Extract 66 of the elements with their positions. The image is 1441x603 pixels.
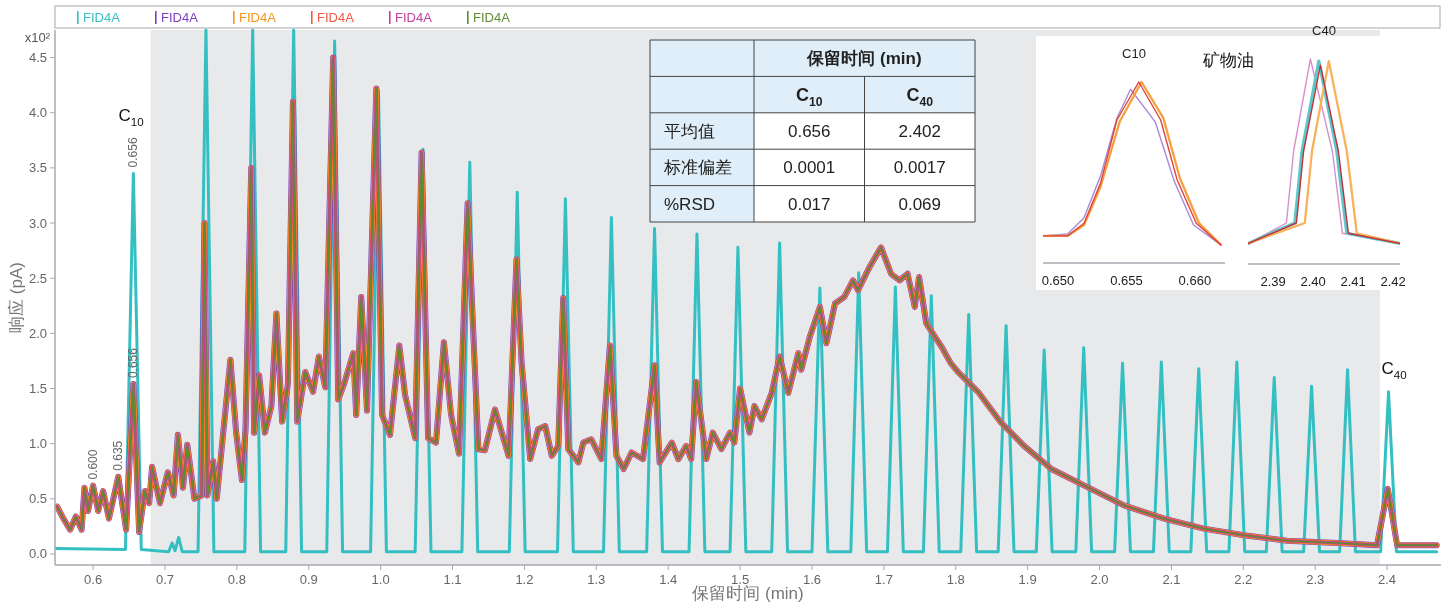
x-tick-label: 0.9 (299, 572, 318, 587)
x-tick-label: 0.6 (84, 572, 103, 587)
text: 0.069 (898, 194, 942, 214)
x-tick-label: 0.655 (1110, 273, 1143, 288)
x-tick-label: 1.9 (1018, 572, 1037, 587)
chart-title: C10 (1122, 46, 1146, 61)
legend-label: FID4A (83, 10, 121, 25)
x-tick-label: 1.7 (874, 572, 893, 587)
annotation: 0.600 (86, 449, 101, 480)
x-tick-label: 1.3 (587, 572, 606, 587)
y-tick-label: 4.0 (28, 105, 47, 121)
y-tick-label: 2.0 (28, 325, 47, 341)
chart-title: C40 (1312, 23, 1336, 38)
y-tick-label: 3.5 (28, 160, 47, 176)
annotation: C$_{40}$ (1381, 359, 1407, 382)
legend-label: FID4A (473, 10, 511, 25)
x-tick-label: 1.4 (659, 572, 678, 587)
annotation: C$_{10}$ (118, 106, 144, 129)
category-label: 平均值 (664, 122, 715, 141)
x-tick-label: 2.41 (1340, 274, 1366, 289)
annotation: 矿物油 (1201, 51, 1254, 70)
x-tick-label: 2.42 (1380, 274, 1406, 289)
x-tick-label: 2.40 (1300, 274, 1326, 289)
x-tick-label: 2.2 (1234, 572, 1253, 587)
legend-label: FID4A (317, 10, 355, 25)
y-tick-label: 1.0 (28, 436, 47, 452)
annotation: 0.656 (126, 137, 141, 168)
x-tick-label: 0.8 (227, 572, 246, 587)
category-label: C$_{40}$ (906, 84, 934, 109)
x-tick-label: 1.8 (946, 572, 965, 587)
y-tick-label: 4.5 (28, 50, 47, 66)
x-tick-label: 2.4 (1378, 572, 1397, 587)
legend-label: FID4A (395, 10, 433, 25)
x-tick-label: 1.0 (371, 572, 390, 587)
legend-label: FID4A (239, 10, 277, 25)
y-tick-label: 3.0 (28, 215, 47, 231)
annotation: 0.656 (126, 347, 141, 379)
x-tick-label: 2.0 (1090, 572, 1109, 587)
x-tick-label: 1.5 (731, 572, 750, 587)
y-axis-title: 响应 (pA) (7, 262, 26, 333)
text: 0.017 (787, 194, 831, 214)
x-tick-label: 2.1 (1162, 572, 1181, 587)
x-tick-label: 0.650 (1041, 273, 1075, 288)
x-tick-label: 0.7 (155, 572, 175, 587)
category-label: 标准偏差 (664, 158, 732, 178)
y-tick-label: 2.5 (28, 270, 47, 286)
y-tick-label: 0.5 (28, 491, 47, 507)
text: 保留时间 (min) (806, 49, 922, 69)
x-tick-label: 1.6 (802, 572, 822, 587)
legend-label: FID4A (161, 10, 199, 25)
x-tick-label: 1.2 (515, 572, 534, 587)
category-label: %RSD (664, 194, 716, 214)
text: 2.402 (898, 122, 942, 141)
text: 0.0017 (893, 158, 946, 178)
x-tick-label: 1.1 (443, 572, 462, 587)
category-label: C$_{10}$ (795, 84, 823, 109)
annotation: 0.635 (111, 440, 126, 471)
text: 0.656 (787, 122, 831, 141)
x-tick-label: 2.39 (1260, 274, 1286, 289)
text: x10² (24, 30, 51, 45)
x-tick-label: 2.3 (1306, 572, 1325, 587)
text: 0.0001 (783, 158, 836, 178)
y-tick-label: 1.5 (28, 381, 47, 397)
x-axis-title: 保留时间 (min) (692, 584, 804, 603)
x-tick-label: 0.660 (1178, 273, 1212, 288)
y-tick-label: 0.0 (28, 546, 47, 562)
